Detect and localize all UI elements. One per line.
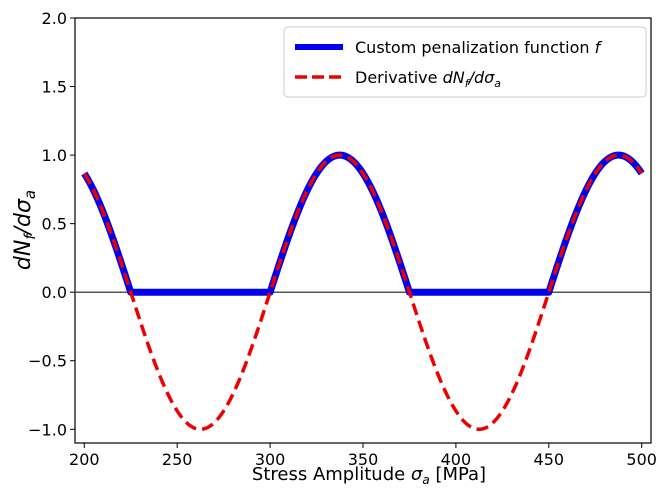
y-axis-label-sub2: a bbox=[21, 190, 39, 199]
x-axis-label-sub: a bbox=[422, 473, 429, 487]
y-tick-label: 2.0 bbox=[42, 9, 67, 28]
legend: Custom penalization function f Derivativ… bbox=[283, 26, 647, 98]
y-tick-label: −0.5 bbox=[28, 352, 67, 371]
y-tick-label: 1.5 bbox=[42, 78, 67, 97]
legend-label-f-sym: f bbox=[595, 38, 603, 57]
legend-label-derivative: Derivative dNf/dσa bbox=[355, 68, 501, 90]
legend-label-derivative-a: dN bbox=[443, 68, 465, 87]
x-tick-label: 400 bbox=[441, 450, 472, 469]
legend-label-f: Custom penalization function f bbox=[355, 38, 603, 57]
x-tick-label: 300 bbox=[255, 450, 286, 469]
x-axis-label-main: Stress Amplitude bbox=[252, 464, 411, 485]
x-tick-label: 450 bbox=[534, 450, 565, 469]
x-axis-label: Stress Amplitude σa [MPa] bbox=[252, 464, 486, 487]
y-tick-label: 1.0 bbox=[42, 146, 67, 165]
x-tick-label: 350 bbox=[348, 450, 379, 469]
y-tick-label: 0.0 bbox=[42, 283, 67, 302]
series-layer bbox=[81, 151, 645, 432]
y-axis-label: dNf/dσa bbox=[11, 190, 39, 270]
x-axis-label-sym: σ bbox=[411, 464, 423, 485]
legend-label-derivative-main: Derivative bbox=[355, 68, 443, 87]
x-tick-label: 200 bbox=[69, 450, 100, 469]
ticks-layer: 200 250 300 350 400 450 500 −1.0 −0.5 0.0 0.5 1.0 1.… bbox=[28, 9, 657, 469]
series-derivative-line bbox=[82, 153, 644, 432]
y-axis-label-pre: dN bbox=[11, 240, 36, 270]
x-axis-label-unit: [MPa] bbox=[430, 464, 486, 485]
y-axis-label-sub1: f bbox=[21, 232, 39, 240]
x-tick-label: 250 bbox=[162, 450, 193, 469]
legend-label-f-main: Custom penalization function bbox=[355, 38, 595, 57]
x-tick-label: 500 bbox=[626, 450, 657, 469]
legend-label-derivative-c: /dσ bbox=[467, 68, 496, 87]
y-tick-label: 0.5 bbox=[42, 215, 67, 234]
y-axis-label-mid: /dσ bbox=[11, 198, 36, 236]
legend-label-derivative-b: f bbox=[465, 77, 471, 90]
legend-label-derivative-d: a bbox=[494, 77, 501, 90]
legend-box bbox=[283, 26, 647, 98]
y-tick-label: −1.0 bbox=[28, 420, 67, 439]
